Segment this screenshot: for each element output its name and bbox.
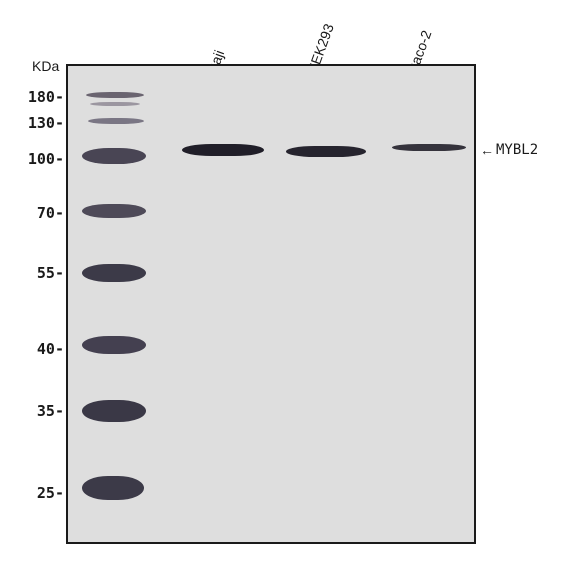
mw-label: 100- <box>24 150 64 168</box>
sample-band-raji <box>182 144 264 156</box>
ladder-band <box>82 148 146 164</box>
ladder-band <box>90 102 140 106</box>
gel-membrane <box>66 64 476 544</box>
target-arrow: ← <box>480 142 494 158</box>
mw-label: 40- <box>24 340 64 358</box>
mw-label: 35- <box>24 402 64 420</box>
ladder-band <box>82 204 146 218</box>
ladder-band <box>82 336 146 354</box>
ladder-band <box>82 476 144 500</box>
mw-label: 55- <box>24 264 64 282</box>
ladder-band <box>82 400 146 422</box>
sample-band-caco2 <box>392 144 466 151</box>
ladder-band <box>82 264 146 282</box>
blot-figure: KDa Raji HEK293 Caco-2 180- 130- 100- 70… <box>14 14 552 558</box>
y-axis-unit: KDa <box>32 58 59 74</box>
mw-label: 130- <box>24 114 64 132</box>
ladder-band <box>86 92 144 98</box>
mw-label: 25- <box>24 484 64 502</box>
sample-band-hek293 <box>286 146 366 157</box>
mw-label: 70- <box>24 204 64 222</box>
target-protein-label: MYBL2 <box>496 142 538 158</box>
ladder-band <box>88 118 144 124</box>
mw-label: 180- <box>24 88 64 106</box>
